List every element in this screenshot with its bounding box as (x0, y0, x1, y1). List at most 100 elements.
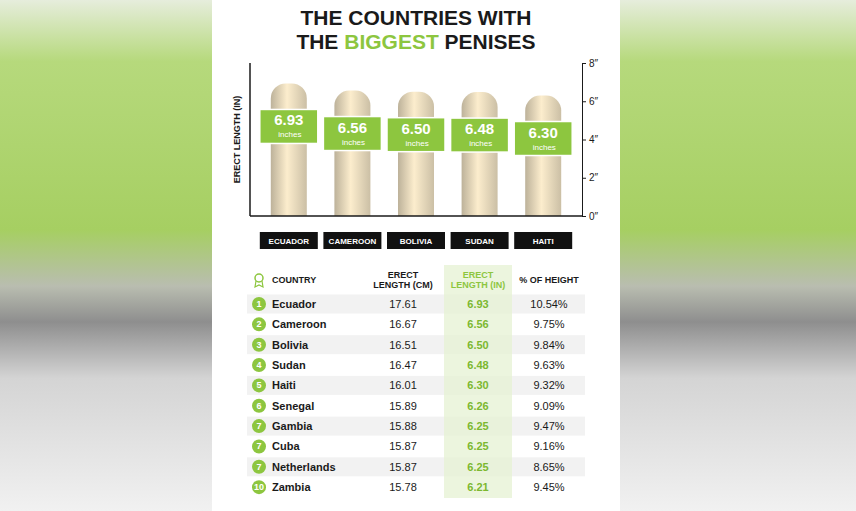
tick-label: 8″ (589, 58, 599, 69)
table-cell: 6.25 (467, 461, 488, 473)
table-row: 10Zambia15.786.219.45% (252, 480, 565, 494)
table-cell: 6.26 (467, 400, 488, 412)
rank: 5 (256, 380, 261, 390)
tick: 8″ (582, 58, 599, 69)
tick: 0″ (582, 211, 599, 222)
table-cell: 15.87 (389, 461, 417, 473)
table-row: 7Cuba15.876.259.16% (252, 439, 565, 453)
row-stripe (247, 295, 585, 314)
table-row: 7 Netherlands 15.87 6.25 8.65% (252, 460, 565, 474)
y-axis: 0″ 2″ 4″ 6″ 8″ (582, 58, 599, 222)
bar (462, 92, 498, 216)
table-cell: 15.88 (389, 420, 417, 432)
bar (271, 83, 307, 216)
tick-mark (582, 140, 586, 141)
table-cell: 10.54% (530, 298, 568, 310)
bar (398, 92, 434, 216)
table-cell: 9.63% (533, 359, 564, 371)
title: THE COUNTRIES WITHTHE BIGGEST PENISES (296, 6, 535, 53)
table-cell: 16.67 (389, 318, 417, 330)
table-cell: Zambia (272, 481, 311, 493)
tick: 4″ (582, 134, 599, 145)
tick-mark (582, 216, 586, 217)
table-cell: Sudan (272, 359, 306, 371)
table-cell: 15.89 (389, 400, 417, 412)
data-label: 6.30 inches (529, 124, 558, 152)
rank: 10 (254, 482, 264, 492)
header-icon (255, 274, 263, 287)
table-cell: 16.47 (389, 359, 417, 371)
panel (212, 0, 620, 511)
table-cell: Cuba (272, 440, 300, 452)
table-cell: 9.09% (533, 400, 564, 412)
rank: 7 (256, 462, 261, 472)
category-label: BOLIVIA (400, 237, 433, 246)
rank-badge (252, 460, 266, 474)
category-labels: ECUADORCAMEROONBOLIVIASUDANHAITI (260, 232, 572, 249)
category-label: ECUADOR (269, 237, 310, 246)
tick-label: 0″ (589, 211, 599, 222)
rank: 7 (256, 441, 261, 451)
table-cell: Senegal (272, 400, 314, 412)
table-cell: 9.47% (533, 420, 564, 432)
table-cell: 17.61 (389, 298, 417, 310)
data-label: 6.93 inches (274, 111, 303, 139)
table-cell: 15.87 (389, 440, 417, 452)
category-box (514, 232, 572, 249)
column-highlight (444, 265, 512, 498)
icon-ribbon (255, 281, 263, 287)
table-row: 1Ecuador17.616.9310.54% (252, 297, 568, 311)
rank: 3 (256, 340, 261, 350)
table-cell: 9.84% (533, 339, 564, 351)
tick-mark (582, 101, 586, 102)
table-cell: 16.51 (389, 339, 417, 351)
category-box (451, 232, 509, 249)
tick: 2″ (582, 172, 599, 183)
chart-page: THE COUNTRIES WITHTHE BIGGEST PENISES 0″ 2… (0, 0, 856, 511)
rank: 7 (256, 421, 261, 431)
rank-badge (252, 419, 266, 433)
table-row: 2Cameroon16.676.569.75% (252, 317, 565, 331)
rank-badge (252, 399, 266, 413)
table-cell: Netherlands (272, 461, 336, 473)
table-cell: Ecuador (272, 298, 317, 310)
tick-mark (582, 63, 586, 64)
data-label-box (451, 118, 509, 152)
rank-badge (252, 297, 266, 311)
rank: 4 (256, 360, 261, 370)
rank-badge (252, 480, 266, 494)
column-header: COUNTRY (272, 275, 316, 285)
column-header: % OF HEIGHT (519, 275, 579, 285)
tick-label: 6″ (589, 96, 599, 107)
y-axis-title: ERECT LENGTH (IN) (232, 96, 242, 184)
column-header: ERECTLENGTH (IN) (451, 270, 506, 290)
data-label-box (387, 118, 445, 152)
data-label-box (514, 122, 572, 156)
table-cell: 6.93 (467, 298, 488, 310)
rank-badge (252, 358, 266, 372)
category-label: SUDAN (465, 237, 494, 246)
table-cell: 15.78 (389, 481, 417, 493)
table-row: 7Gambia15.886.259.47% (252, 419, 565, 433)
data-label: 6.56 inches (338, 119, 367, 147)
table-cell: 6.30 (467, 379, 488, 391)
tick-label: 2″ (589, 172, 599, 183)
table-cell: 6.25 (467, 440, 488, 452)
data-labels: 6.93 inches6.56 inches6.50 inches6.48 in… (260, 109, 572, 155)
table-cell: 8.65% (533, 461, 564, 473)
icon-circle (255, 274, 263, 282)
table-cell: 6.50 (467, 339, 488, 351)
column-header: ERECTLENGTH (CM) (373, 270, 433, 290)
tick-mark (582, 178, 586, 179)
data-label-box (260, 109, 318, 143)
rank-badge (252, 439, 266, 453)
tick-label: 4″ (589, 134, 599, 145)
category-box (323, 232, 381, 249)
bar (334, 91, 370, 216)
table-cell: 6.56 (467, 318, 488, 330)
table-cell: 6.21 (467, 481, 488, 493)
table-cell: Haiti (272, 379, 296, 391)
category-box (260, 232, 318, 249)
row-stripe (247, 376, 585, 395)
rank-badge (252, 378, 266, 392)
